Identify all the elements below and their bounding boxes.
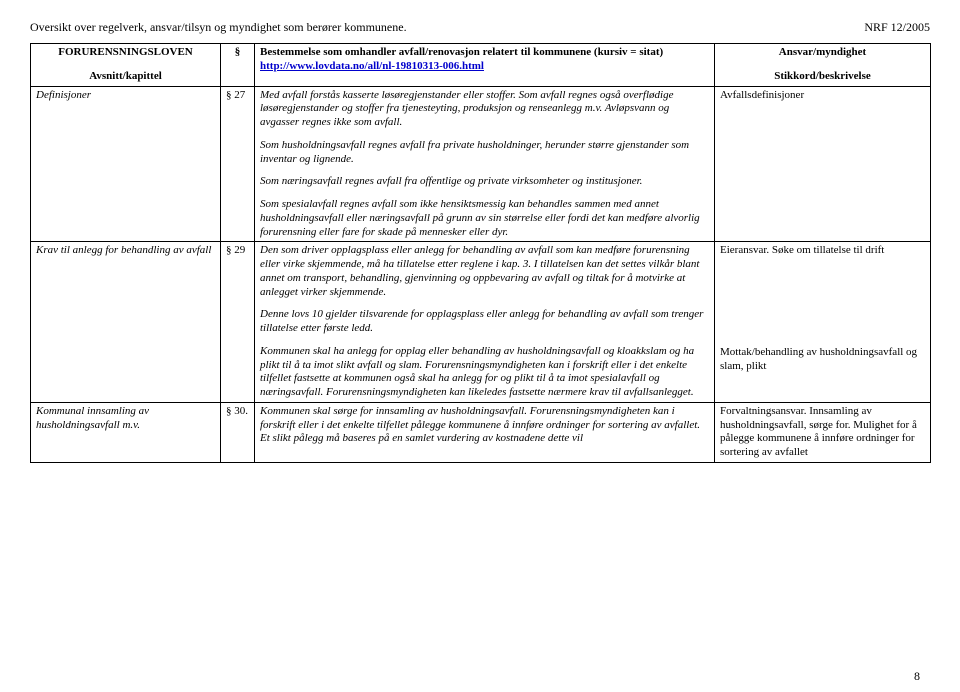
row0-c3: Med avfall forstås kasserte løsøregjenst…: [255, 86, 715, 242]
page-header: Oversikt over regelverk, ansvar/tilsyn o…: [30, 20, 930, 35]
row2-c2: § 30.: [221, 402, 255, 462]
header-right: NRF 12/2005: [864, 20, 930, 35]
header-left: Oversikt over regelverk, ansvar/tilsyn o…: [30, 20, 407, 35]
row0-c4: Avfallsdefinisjoner: [715, 86, 931, 242]
row1-c3: Den som driver opplagsplass eller anlegg…: [255, 242, 715, 403]
col4-header: Ansvar/myndighet Stikkord/beskrivelse: [715, 44, 931, 87]
col1-header: FORURENSNINGSLOVEN Avsnitt/kapittel: [31, 44, 221, 87]
table-row: Definisjoner § 27 Med avfall forstås kas…: [31, 86, 931, 242]
row1-c4: Eieransvar. Søke om tillatelse til drift…: [715, 242, 931, 403]
row1-c2: § 29: [221, 242, 255, 403]
col3-header: Bestemmelse som omhandler avfall/renovas…: [255, 44, 715, 87]
row0-c1: Definisjoner: [31, 86, 221, 242]
lovdata-link[interactable]: http://www.lovdata.no/all/nl-19810313-00…: [260, 60, 484, 72]
table-row: Krav til anlegg for behandling av avfall…: [31, 242, 931, 403]
col2-header: §: [221, 44, 255, 87]
row0-c2: § 27: [221, 86, 255, 242]
table-row: Kommunal innsamling av husholdningsavfal…: [31, 402, 931, 462]
regulation-table: FORURENSNINGSLOVEN Avsnitt/kapittel § Be…: [30, 43, 931, 463]
table-header-row: FORURENSNINGSLOVEN Avsnitt/kapittel § Be…: [31, 44, 931, 87]
row1-c1: Krav til anlegg for behandling av avfall: [31, 242, 221, 403]
row2-c1: Kommunal innsamling av husholdningsavfal…: [31, 402, 221, 462]
row2-c4: Forvaltningsansvar. Innsamling av hushol…: [715, 402, 931, 462]
row2-c3: Kommunen skal sørge for innsamling av hu…: [255, 402, 715, 462]
page-number: 8: [914, 669, 920, 684]
